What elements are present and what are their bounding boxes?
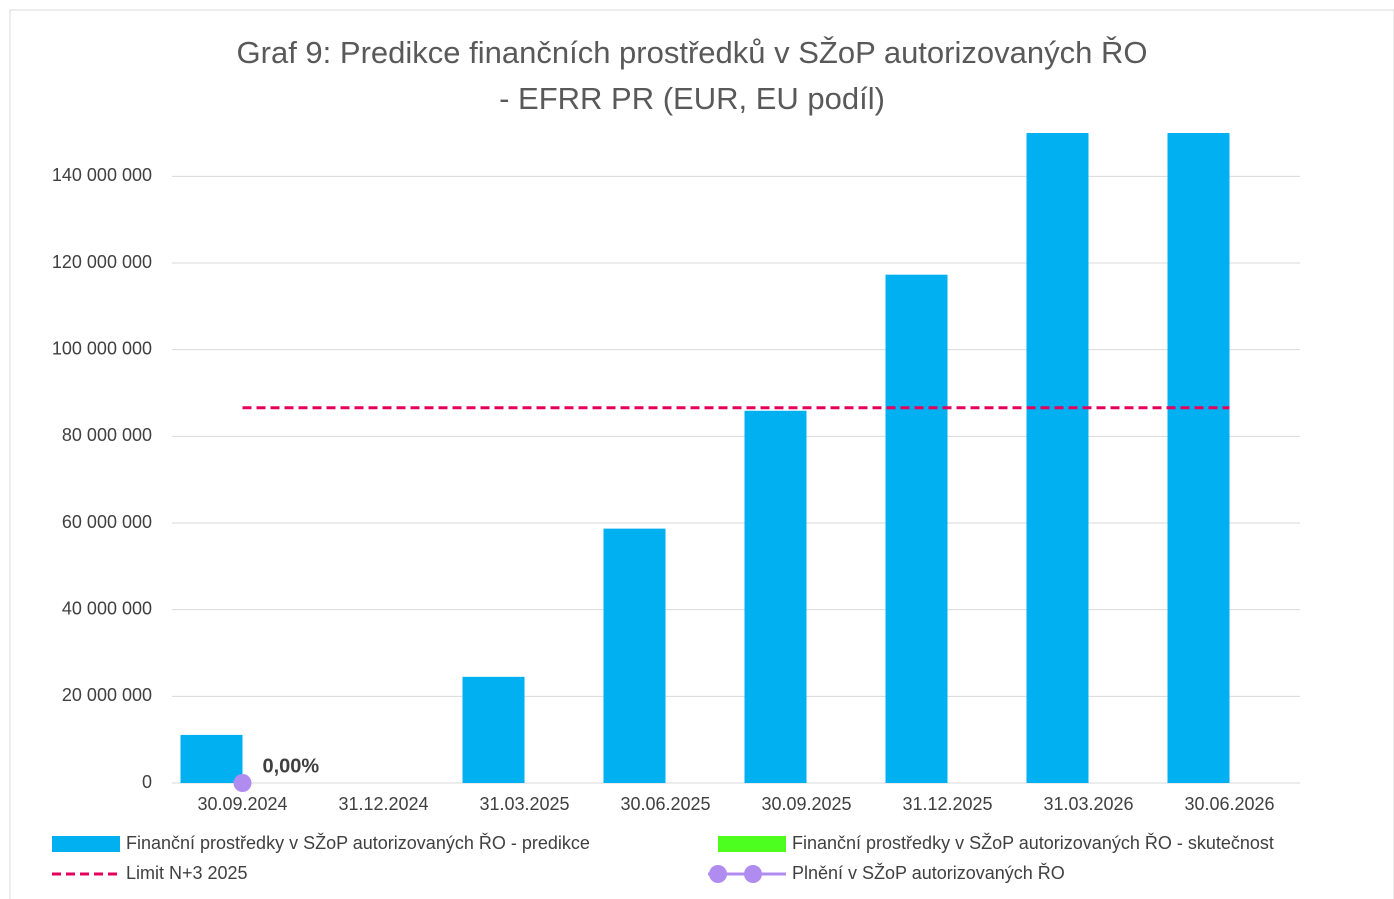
y-tick-label: 140 000 000 [52, 165, 152, 185]
x-tick-label: 30.06.2025 [620, 794, 710, 814]
x-tick-label: 30.06.2026 [1184, 794, 1274, 814]
y-tick-label: 20 000 000 [62, 685, 152, 705]
chart-subtitle: - EFRR PR (EUR, EU podíl) [499, 81, 885, 116]
legend-swatch [718, 836, 786, 852]
y-tick-label: 80 000 000 [62, 425, 152, 445]
bar [180, 734, 243, 783]
bar [603, 528, 666, 783]
legend-swatch [52, 836, 120, 852]
legend-swatch [744, 865, 762, 883]
x-tick-label: 31.12.2024 [338, 794, 428, 814]
y-tick-label: 120 000 000 [52, 252, 152, 272]
y-tick-label: 0 [142, 772, 152, 792]
x-tick-label: 30.09.2025 [761, 794, 851, 814]
data-label: 0,00% [263, 755, 320, 777]
bar [1026, 133, 1089, 783]
bar [885, 274, 948, 783]
legend-swatch [709, 865, 727, 883]
y-tick-label: 100 000 000 [52, 338, 152, 358]
point [233, 774, 252, 792]
legend-label: Limit N+3 2025 [126, 863, 248, 883]
legend-label: Plnění v SŽoP autorizovaných ŘO [792, 863, 1065, 883]
bar [1167, 133, 1230, 783]
x-tick-label: 31.03.2025 [479, 794, 569, 814]
y-tick-label: 40 000 000 [62, 598, 152, 618]
legend-label: Finanční prostředky v SŽoP autorizovanýc… [792, 833, 1274, 853]
y-tick-label: 60 000 000 [62, 512, 152, 532]
legend-label: Finanční prostředky v SŽoP autorizovanýc… [126, 833, 590, 853]
chart-title: Graf 9: Predikce finančních prostředků v… [237, 35, 1148, 70]
bar [744, 410, 807, 783]
x-tick-label: 31.03.2026 [1043, 794, 1133, 814]
chart-border [9, 9, 1394, 899]
x-tick-label: 30.09.2024 [197, 794, 287, 814]
bar [462, 676, 525, 783]
x-tick-label: 31.12.2025 [902, 794, 992, 814]
